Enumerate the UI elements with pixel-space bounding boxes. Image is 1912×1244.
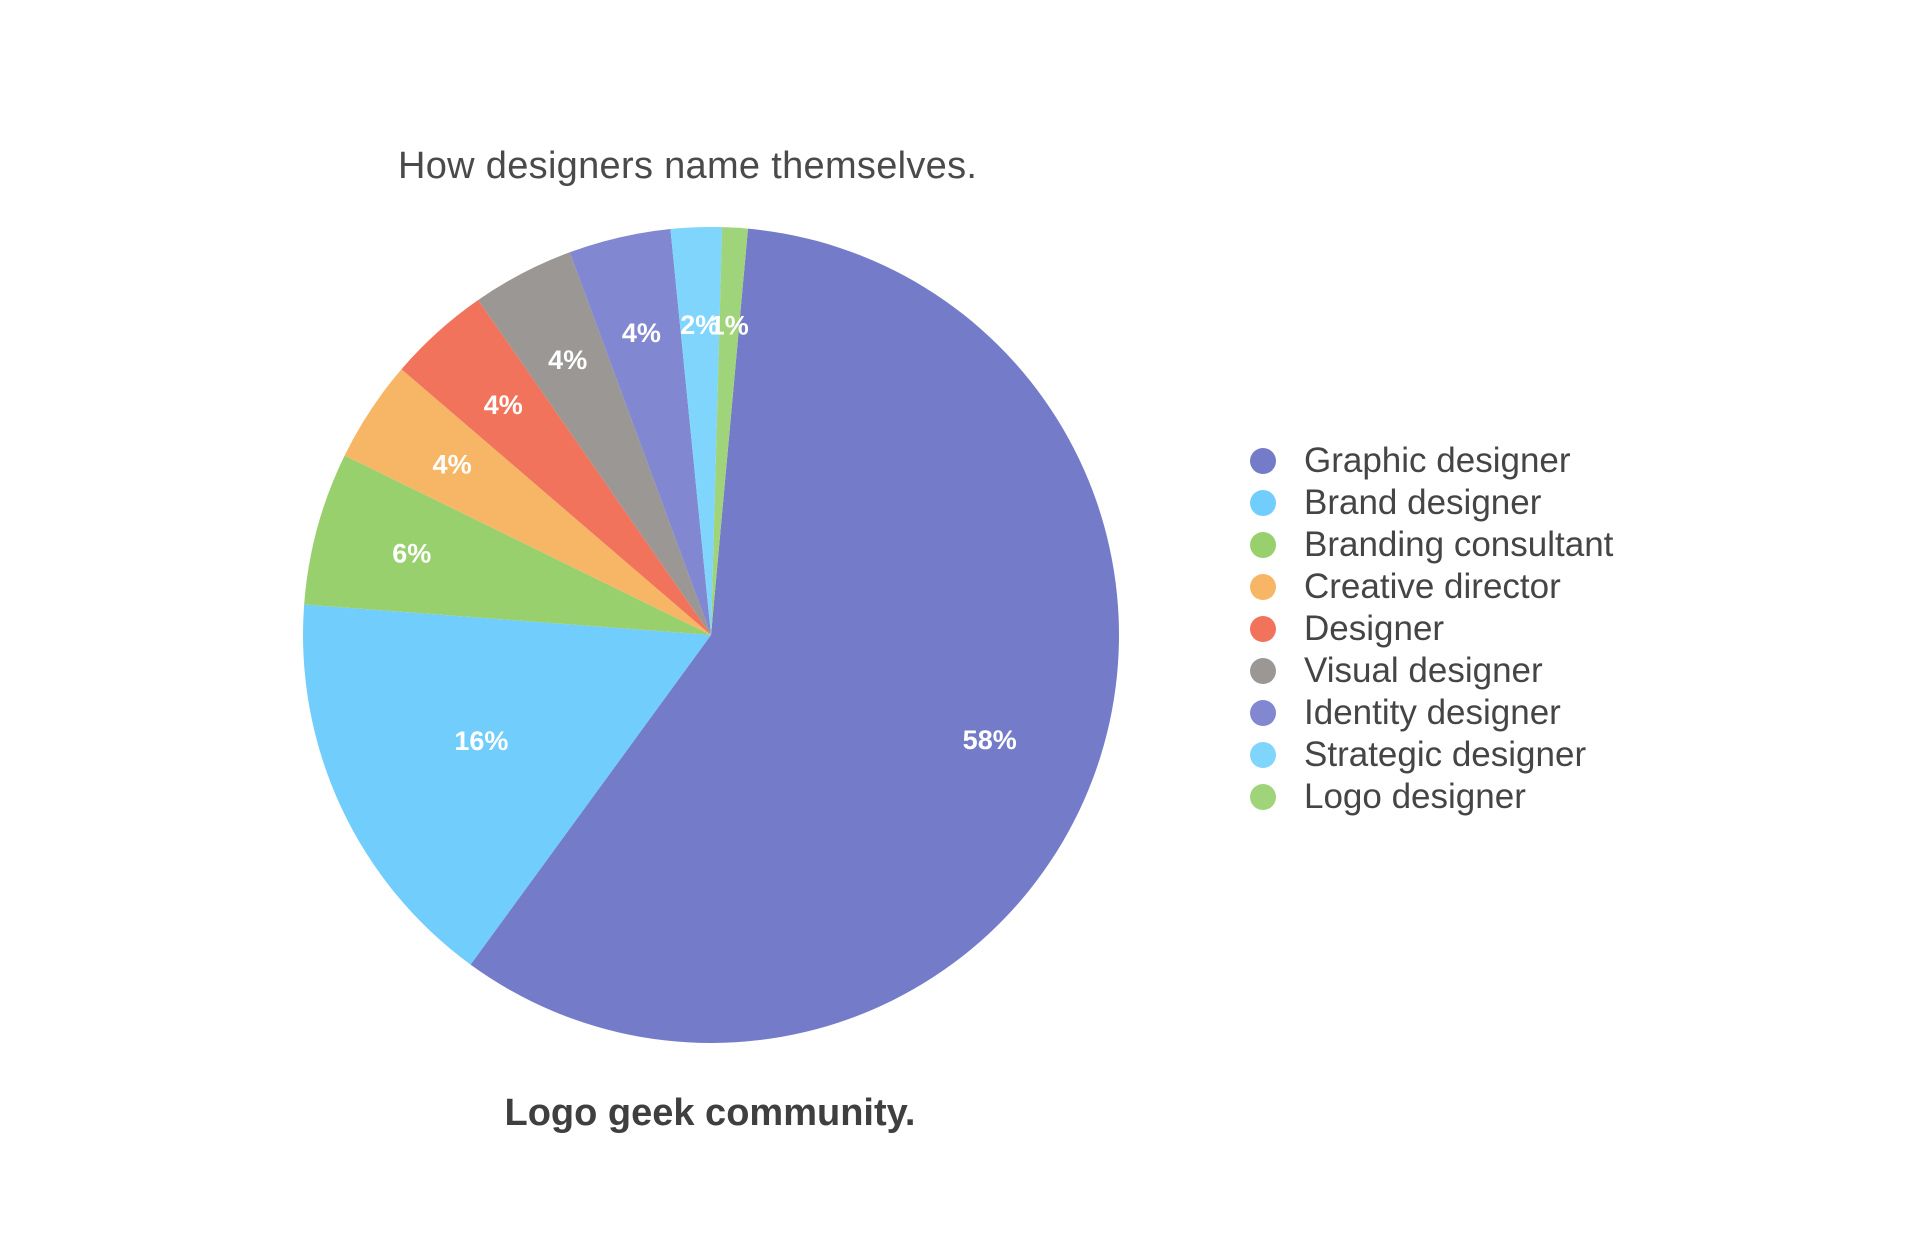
- legend-label: Identity designer: [1304, 693, 1561, 732]
- legend-swatch: [1250, 700, 1276, 726]
- slice-label-branding-consultant: 6%: [392, 539, 431, 569]
- legend-label: Graphic designer: [1304, 441, 1571, 480]
- chart-legend: Graphic designer Brand designer Branding c…: [1250, 440, 1810, 818]
- slice-label-designer: 4%: [484, 390, 523, 420]
- legend-label: Creative director: [1304, 567, 1561, 606]
- slice-label-creative-director: 4%: [433, 449, 472, 479]
- legend-swatch: [1250, 658, 1276, 684]
- legend-item: Logo designer: [1250, 776, 1810, 818]
- pie-slices: [303, 227, 1119, 1043]
- legend-item: Strategic designer: [1250, 734, 1810, 776]
- pie-slice-identity-designer: [569, 229, 711, 636]
- pie-slice-designer: [401, 299, 711, 635]
- slice-label-graphic-designer: 58%: [963, 725, 1017, 755]
- legend-swatch: [1250, 574, 1276, 600]
- legend-swatch: [1250, 616, 1276, 642]
- legend-swatch: [1250, 532, 1276, 558]
- legend-label: Designer: [1304, 609, 1445, 648]
- legend-swatch: [1250, 490, 1276, 516]
- pie-slice-creative-director: [344, 369, 711, 635]
- legend-item: Identity designer: [1250, 692, 1810, 734]
- legend-item: Graphic designer: [1250, 440, 1810, 482]
- slice-label-identity-designer: 4%: [622, 318, 661, 348]
- legend-item: Branding consultant: [1250, 524, 1810, 566]
- legend-label: Logo designer: [1304, 777, 1526, 816]
- legend-label: Strategic designer: [1304, 735, 1587, 774]
- slice-label-brand-designer: 16%: [454, 726, 508, 756]
- chart-subtitle: Logo geek community.: [504, 1092, 916, 1134]
- slice-label-visual-designer: 4%: [548, 345, 587, 375]
- legend-label: Visual designer: [1304, 651, 1543, 690]
- legend-label: Branding consultant: [1304, 525, 1614, 564]
- legend-swatch: [1250, 448, 1276, 474]
- legend-item: Designer: [1250, 608, 1810, 650]
- pie-slice-graphic-designer: [470, 228, 1119, 1043]
- pie-slice-logo-designer: [711, 227, 748, 636]
- slice-label-strategic-designer: 2%: [680, 310, 719, 340]
- legend-item: Visual designer: [1250, 650, 1810, 692]
- legend-swatch: [1250, 742, 1276, 768]
- pie-slice-strategic-designer: [670, 227, 723, 636]
- legend-item: Brand designer: [1250, 482, 1810, 524]
- legend-item: Creative director: [1250, 566, 1810, 608]
- pie-slice-branding-consultant: [304, 455, 711, 635]
- pie-slice-visual-designer: [478, 252, 711, 636]
- pie-slice-brand-designer: [303, 604, 711, 965]
- slice-label-logo-designer: 1%: [710, 310, 749, 340]
- legend-swatch: [1250, 784, 1276, 810]
- legend-label: Brand designer: [1304, 483, 1542, 522]
- chart-title: How designers name themselves.: [398, 145, 978, 187]
- pie-slice-labels: 58% 16% 6% 4% 4% 4% 4% 2%1%: [392, 310, 1016, 756]
